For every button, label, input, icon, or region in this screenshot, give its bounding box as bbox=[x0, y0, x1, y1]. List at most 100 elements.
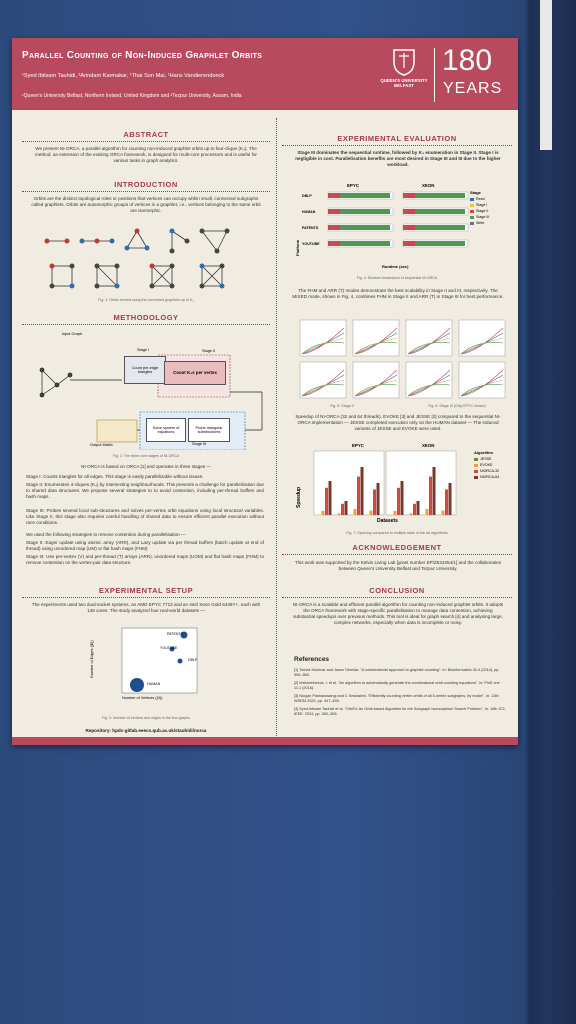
caption: Fig. 6: Stage III (Only EPYC shown) bbox=[428, 404, 486, 408]
decoration bbox=[328, 225, 340, 230]
paragraph: NI-ORCA is based on ORCA [1] and operate… bbox=[81, 464, 211, 469]
decoration bbox=[407, 327, 451, 355]
decoration bbox=[301, 374, 345, 397]
decoration bbox=[301, 369, 345, 397]
stage-box: Probe triangular substructures bbox=[188, 418, 230, 442]
legend-entry: NIORCA-64 bbox=[480, 475, 500, 479]
legend-swatch bbox=[470, 198, 474, 201]
authors: ¹Syed Ibtisam Tauhidi, ²Arindam Karmakar… bbox=[22, 73, 225, 79]
decoration bbox=[460, 327, 504, 355]
axis-label: Runtime (sec) bbox=[382, 264, 409, 269]
axis-label: Speedup bbox=[296, 486, 302, 508]
affiliations: ¹Queen's University Belfast, Northern Ir… bbox=[22, 93, 242, 99]
paragraph: Stage I: Counts triangles for all edges.… bbox=[26, 474, 204, 479]
decoration bbox=[301, 327, 345, 355]
diagram-label: Stage III bbox=[192, 442, 207, 446]
diagram-label: Stage II bbox=[202, 349, 216, 353]
axis-label: Platform bbox=[295, 239, 300, 256]
decoration bbox=[393, 511, 397, 515]
section-heading: Experimental Evaluation bbox=[282, 134, 512, 146]
decoration bbox=[328, 481, 332, 515]
paragraph: Stage III dominates the sequential runti… bbox=[295, 150, 501, 167]
legend-entry: Write bbox=[476, 221, 485, 225]
decoration bbox=[328, 209, 340, 214]
paragraph: The FHM and ARR (T) modes demonstrate th… bbox=[292, 288, 504, 299]
paragraph: We used the following strategies to remo… bbox=[26, 532, 186, 537]
decoration bbox=[460, 374, 504, 397]
decoration bbox=[373, 489, 376, 515]
reference: [3] Noujan Pashanasangi and C Seshadhri.… bbox=[294, 694, 499, 703]
decoration bbox=[460, 384, 504, 397]
decoration bbox=[354, 369, 398, 397]
legend-swatch bbox=[470, 210, 474, 213]
decoration bbox=[460, 369, 504, 397]
point-label: DBLP bbox=[188, 658, 198, 662]
decoration bbox=[354, 342, 398, 355]
stage-box: Solve system of equations bbox=[146, 418, 186, 442]
decoration bbox=[337, 513, 341, 515]
point-label: YOUTUBE bbox=[160, 646, 178, 650]
decoration bbox=[407, 337, 451, 355]
decoration bbox=[460, 342, 504, 355]
decoration bbox=[445, 489, 448, 515]
category-label: YOUTUBE bbox=[302, 242, 320, 246]
decoration bbox=[301, 332, 345, 355]
decoration bbox=[325, 487, 328, 515]
paragraph: The experiments used two dual-socket sys… bbox=[31, 602, 261, 613]
paragraph: NI-ORCA is a scalable and efficient para… bbox=[292, 602, 504, 625]
decoration bbox=[415, 225, 465, 230]
decoration bbox=[340, 193, 390, 198]
chart-title: XEON bbox=[422, 183, 435, 188]
decoration bbox=[328, 241, 340, 246]
category-label: DBLP bbox=[302, 194, 312, 198]
legend-swatch bbox=[470, 216, 474, 219]
decoration bbox=[407, 384, 451, 397]
caption: Fig. 7: Speedup compared to multiple sta… bbox=[346, 531, 448, 535]
stage-box: Count K₄s per vertex bbox=[164, 361, 226, 385]
decoration bbox=[403, 225, 415, 230]
decoration bbox=[328, 193, 340, 198]
decoration bbox=[301, 384, 345, 397]
decoration bbox=[409, 513, 413, 515]
decoration bbox=[321, 511, 325, 515]
paragraph: We present NI-ORCA, a parallel algorithm… bbox=[35, 146, 257, 163]
decoration bbox=[460, 332, 504, 355]
legend-entry: Read bbox=[476, 197, 485, 201]
legend-title: Algorithm bbox=[474, 450, 493, 455]
section-heading: Acknowledgement bbox=[282, 543, 512, 555]
decoration bbox=[354, 384, 398, 397]
decoration bbox=[340, 209, 390, 214]
caption: Fig. 3: Number of vertices and edges in … bbox=[102, 716, 190, 720]
category-label: HUMAN bbox=[302, 210, 316, 214]
paragraph: Stage II: Enumerates 4-cliques (K₄) by i… bbox=[26, 482, 264, 499]
decoration bbox=[460, 379, 504, 397]
paragraph: Stage II: Eager update using atomic arra… bbox=[26, 540, 264, 551]
decoration bbox=[403, 209, 415, 214]
decoration bbox=[354, 332, 398, 355]
decoration bbox=[407, 369, 451, 397]
board-strip bbox=[540, 0, 552, 150]
decoration bbox=[301, 337, 345, 355]
legend-swatch bbox=[470, 222, 474, 225]
decoration bbox=[407, 342, 451, 355]
diagram-label: Input Graph bbox=[62, 332, 83, 336]
legend-title: Stage bbox=[470, 190, 481, 195]
section-heading: Experimental Setup bbox=[22, 586, 270, 598]
decoration bbox=[407, 374, 451, 397]
axis-label: Number of Edges (|E|) bbox=[90, 640, 94, 678]
legend-entry: Stage II bbox=[476, 209, 489, 213]
decoration bbox=[413, 503, 416, 515]
decoration bbox=[353, 509, 357, 515]
decoration bbox=[432, 467, 436, 515]
decoration bbox=[354, 379, 398, 397]
caption: Fig. 4: Runtime breakdown of sequential … bbox=[356, 276, 438, 280]
paragraph: Stage III: Use per-vertex (V) and per-th… bbox=[26, 554, 264, 565]
legend-entry: JESSE bbox=[480, 457, 492, 461]
decoration bbox=[397, 487, 400, 515]
decoration bbox=[407, 379, 451, 397]
section-heading: Methodology bbox=[22, 313, 270, 325]
section-heading: Abstract bbox=[22, 130, 270, 142]
runtime-chart bbox=[327, 191, 469, 248]
column-divider bbox=[276, 118, 277, 738]
